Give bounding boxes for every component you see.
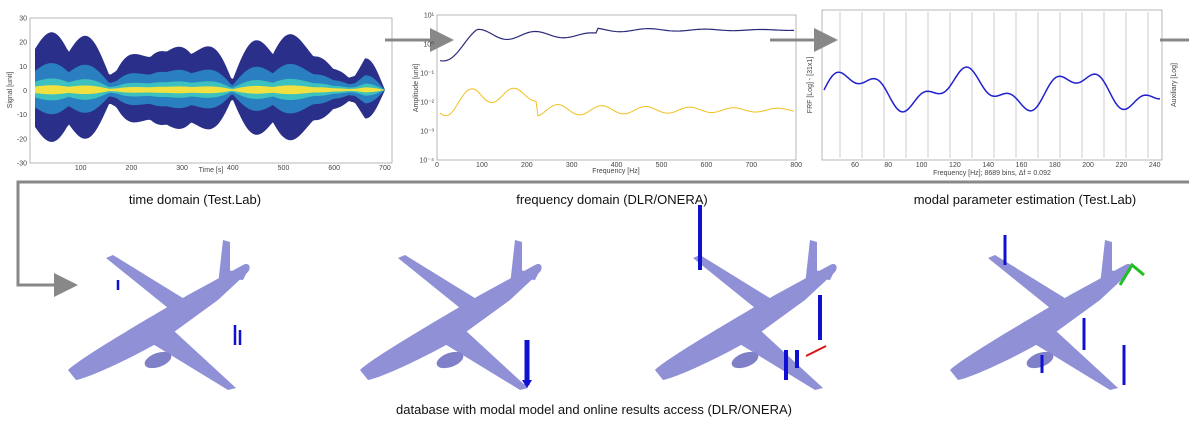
spectrum [439, 27, 795, 62]
y-axis-label: Signal [unit] [7, 72, 14, 109]
x-tick-label: 100 [476, 162, 488, 169]
x-axis-label: Frequency [Hz]; 8689 bins, Δf = 0.092 [933, 170, 1051, 177]
x-tick-label: 240 [1149, 162, 1161, 169]
y-tick-label: 10⁻³ [420, 129, 434, 136]
y-tick-label: 10⁻⁴ [420, 158, 435, 165]
y-axis-label: Amplitude [unit] [413, 64, 420, 112]
x-tick-label: 500 [656, 162, 668, 169]
x-tick-label: 800 [790, 162, 802, 169]
x-tick-label: 400 [227, 165, 239, 172]
y-tick-label: 10 [19, 64, 27, 71]
x-tick-label: 700 [379, 165, 391, 172]
y-tick-label: 0 [23, 88, 27, 95]
y-tick-label: 10⁰ [423, 41, 434, 49]
aircraft [68, 205, 1145, 390]
connector [16, 180, 1189, 297]
y-tick-label: 30 [19, 16, 27, 23]
y-tick-label: -10 [17, 112, 27, 119]
x-tick-label: 300 [566, 162, 578, 169]
y2-axis-label: Auxiliary [Log] [1171, 63, 1178, 107]
y-tick-label: 10¹ [424, 13, 435, 20]
signal [35, 85, 385, 95]
y-tick-label: -30 [17, 161, 27, 168]
frf [823, 66, 1161, 113]
x-axis-label: Time [s] [199, 167, 224, 174]
x-tick-label: 700 [745, 162, 757, 169]
plot-area [821, 9, 1163, 161]
x-tick-label: 80 [884, 162, 892, 169]
x-tick-label: 100 [916, 162, 928, 169]
caption: time domain (Test.Lab) [129, 192, 261, 207]
x-tick-label: 200 [1082, 162, 1094, 169]
caption: database with modal model and online res… [396, 402, 792, 417]
x-tick-label: 200 [126, 165, 138, 172]
x-tick-label: 140 [982, 162, 994, 169]
x-tick-label: 0 [435, 162, 439, 169]
x-tick-label: 200 [521, 162, 533, 169]
x-tick-label: 600 [701, 162, 713, 169]
x-tick-label: 160 [1016, 162, 1028, 169]
y-axis-label: FRF [Log] - [31x1] [807, 57, 814, 113]
x-tick-label: 300 [176, 165, 188, 172]
y-tick-label: 20 [19, 40, 27, 47]
caption: frequency domain (DLR/ONERA) [516, 192, 707, 207]
x-axis-label: Frequency [Hz] [592, 168, 640, 175]
x-tick-label: 400 [611, 162, 623, 169]
x-tick-label: 120 [949, 162, 961, 169]
plot-area [436, 14, 797, 161]
y-tick-label: 10⁻¹ [420, 71, 434, 78]
caption: modal parameter estimation (Test.Lab) [914, 192, 1137, 207]
plot-art [35, 12, 1161, 158]
x-tick-label: 180 [1049, 162, 1061, 169]
x-tick-label: 500 [278, 165, 290, 172]
spectrum [439, 87, 795, 117]
y-tick-label: -20 [17, 136, 27, 143]
x-tick-label: 60 [851, 162, 859, 169]
x-tick-label: 220 [1116, 162, 1128, 169]
x-tick-label: 600 [328, 165, 340, 172]
x-tick-label: 100 [75, 165, 87, 172]
y-tick-label: 10⁻² [420, 100, 434, 107]
